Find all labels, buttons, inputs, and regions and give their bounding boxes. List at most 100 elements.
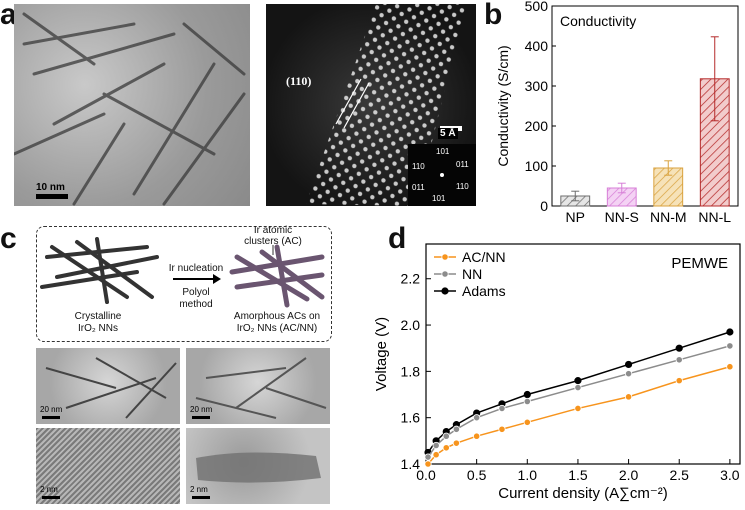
y-tick-label-400: 400 [525,38,549,54]
point-nn-7 [574,383,582,392]
y-axis-label: Voltage (V) [373,317,390,391]
fft-spot-1: 101 [436,147,450,156]
amorphous-needles-illustration [229,244,325,308]
point-nn-0 [424,453,432,461]
point-nn-10 [726,342,734,350]
x-tick-label-3: 1.5 [568,467,588,483]
crystalline-caption-line1: Crystalline [74,311,122,322]
panel-label-c: c [0,222,17,255]
tem-image-acnn: 20 nm [186,348,330,424]
y-tick-label-0: 1.4 [401,456,421,472]
y-tick-label-500: 500 [525,0,549,14]
tem-scale-label: 10 nm [36,182,65,193]
series-line-nn [427,345,731,458]
tem-scale-bar [36,194,68,199]
point-adams-10 [726,328,734,336]
point-ac-nn-5 [498,425,506,433]
plot-frame [425,243,741,465]
lattice-texture [306,4,476,206]
point-ac-nn-8 [624,393,633,401]
arrow-label-bottom-line2: method [179,299,213,310]
conductivity-bar-chart: 0 100 200 300 400 500 NP NN-S NN-M NN-L Conductivi… [495,0,739,224]
point-ac-nn-9 [675,377,683,385]
fft-spot-6: 101 [432,194,446,203]
y-tick-label-3: 2.0 [401,317,421,333]
tem-image-nanoneedles: 10 nm [12,4,250,206]
y-tick-label-0: 0 [540,198,548,214]
point-ac-nn-1 [432,451,440,459]
point-nn-3 [452,425,460,433]
tem-image-nn: 20 nm [36,348,180,424]
x-tick-label-6: 3.0 [720,467,740,483]
plot-frame [551,5,739,207]
scale-label-2nm-right: 2 nm [190,485,208,494]
point-adams-6 [523,390,531,399]
x-tick-label-np: NP [566,209,585,224]
point-ac-nn-4 [473,432,481,440]
stem-plane-label: (110) [286,74,312,88]
scale-bar-2nm-left [42,496,60,499]
point-nn-8 [624,370,633,378]
schematic-drawing [40,237,325,308]
legend-marker-ac-nn [441,253,449,261]
x-tick-label-nn-s: NN-S [605,209,639,224]
x-tick-label-1: 0.5 [467,467,487,483]
point-nn-5 [498,404,506,413]
x-axis-label: Current density (A∑cm⁻²) [498,485,667,502]
hrtem-image-acnn: 2 nm [186,428,330,504]
stem-image-lattice: (110) 5 Å 101 110 011 011 110 101 [266,4,476,206]
y-tick-label-2: 1.8 [401,363,421,379]
fft-spot-5: 110 [456,182,469,191]
crystalline-needles-illustration [40,237,159,304]
point-ac-nn-2 [442,444,450,452]
chart-title: PEMWE [671,255,728,272]
point-ac-nn-0 [424,460,432,468]
y-tick-label-200: 200 [525,118,549,134]
point-adams-7 [574,377,582,385]
legend-marker-adams [441,287,449,295]
scale-bar-20nm-left [42,416,60,419]
hrtem-image-nn: 2 nm [36,428,180,504]
chart-title: Conductivity [560,13,636,29]
arrow-label-bottom-line1: Polyol [182,287,210,298]
y-tick-label-4: 2.2 [401,271,421,287]
point-nn-1 [432,441,440,450]
y-tick-label-100: 100 [525,158,549,174]
point-ac-nn-7 [574,404,582,413]
arrow-label-top: Ir nucleation [168,263,224,274]
cluster-label-line2: clusters (AC) [244,236,302,247]
panel-label-b: b [484,0,503,31]
legend-label-adams: Adams [462,283,506,299]
crystalline-caption-line2: IrO₂ NNs [78,323,118,334]
point-ac-nn-6 [523,418,531,426]
x-tick-label-nn-m: NN-M [650,209,687,224]
synthesis-schematic: Crystalline IrO₂ NNs Ir nucleation Polyo… [36,225,332,342]
fft-spot-3: 011 [456,160,469,169]
nanoneedle-texture [12,12,246,206]
x-tick-label-4: 2.0 [619,467,639,483]
cluster-label-line1: Ir atomic [253,225,293,236]
scale-label-20nm-right: 20 nm [190,405,213,414]
x-tick-label-0: 0.0 [416,467,436,483]
scale-bar-20nm-right [192,416,210,419]
fft-spot-4: 011 [412,183,425,192]
stem-scale-label: 5 Å [438,128,458,139]
point-nn-6 [523,397,531,406]
scale-label-20nm-left: 20 nm [40,405,63,414]
point-adams-8 [624,360,633,369]
amorphous-caption-line2: IrO₂ NNs (AC/NN) [236,323,318,334]
point-ac-nn-3 [452,439,460,447]
series-line-adams [427,331,731,453]
x-tick-label-nn-l: NN-L [698,209,731,224]
point-nn-9 [675,356,683,364]
panel-label-a: a [0,0,17,31]
x-tick-label-5: 2.5 [669,467,689,483]
panel-label-d: d [388,222,407,255]
amorphous-caption-line1: Amorphous ACs on [233,311,321,322]
legend-label-nn: NN [462,266,482,282]
x-tick-label-2: 1.0 [518,467,538,483]
process-arrow-head [213,274,221,284]
legend-marker-nn [441,270,449,278]
point-adams-9 [675,344,683,352]
pemwe-polarization-chart: 0.0 0.5 1.0 1.5 2.0 2.5 3.0 1.4 1.6 1.8 2.0 2.2 Curr… [373,243,741,502]
